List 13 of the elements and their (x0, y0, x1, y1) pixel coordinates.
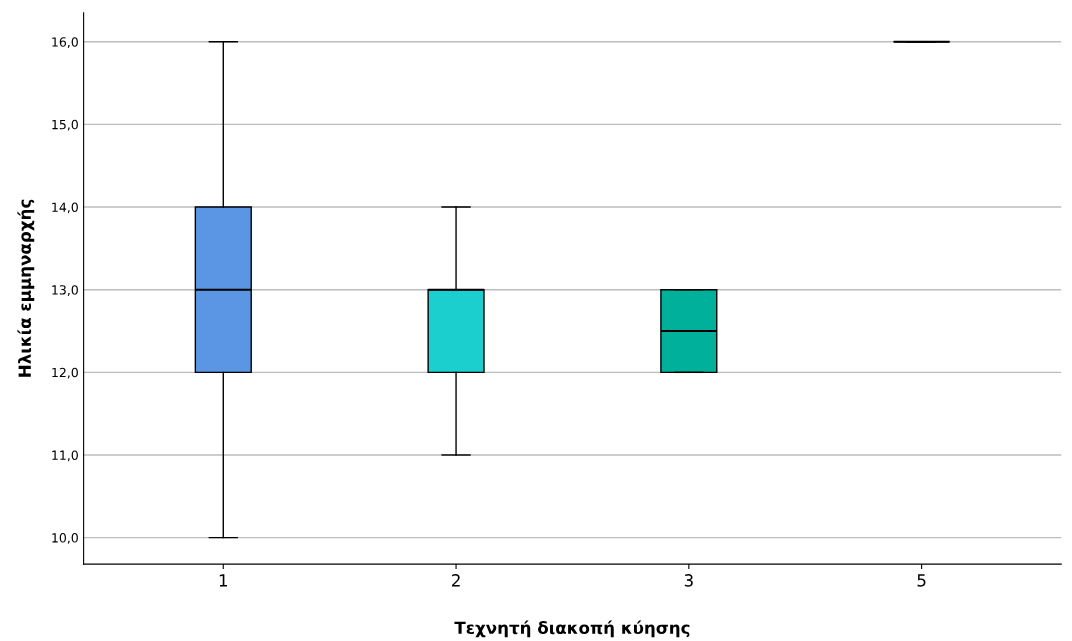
y-tick-label: 14,0 (52, 202, 78, 214)
x-axis-title: Τεχνητή διακοπή κύησης (454, 620, 690, 638)
y-tick-label: 13,0 (52, 285, 78, 296)
x-tick-label: 5 (917, 574, 926, 587)
y-tick-label: 16,0 (52, 37, 78, 48)
y-tick-label: 12,0 (52, 367, 78, 379)
x-tick-label: 1 (219, 574, 228, 587)
y-tick-label: 11,0 (52, 450, 78, 462)
y-tick-label: 10,0 (52, 533, 78, 544)
x-tick-label: 3 (684, 574, 693, 587)
x-tick-label: 2 (451, 574, 460, 587)
y-tick-label: 15,0 (52, 119, 78, 131)
y-axis-title: Ηλικία εμμηναρχής (17, 199, 35, 377)
